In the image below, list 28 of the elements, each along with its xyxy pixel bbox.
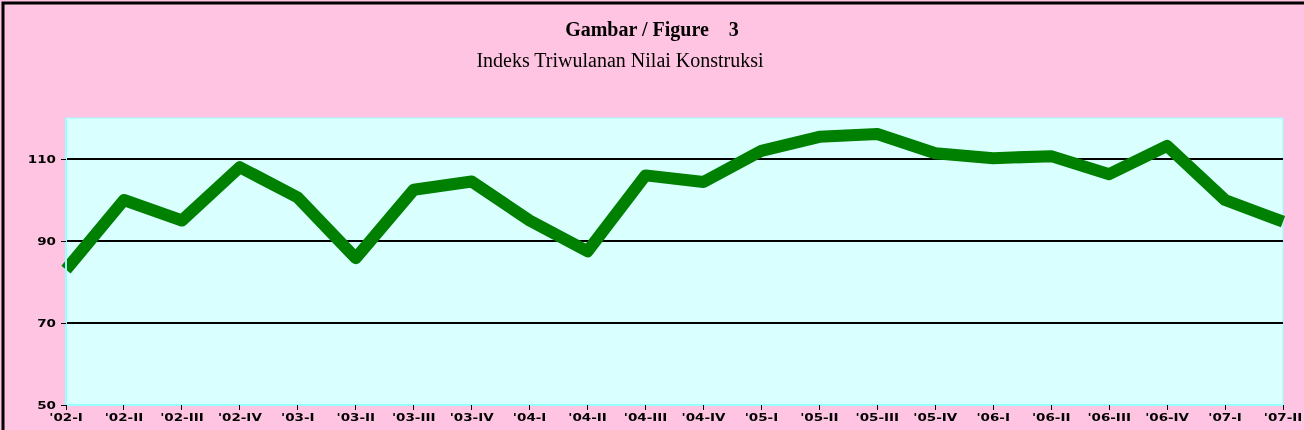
y-tick-label: 90: [37, 235, 56, 248]
x-tick-label: '03-I: [281, 411, 315, 424]
x-tick-label: '06-IV: [1145, 411, 1190, 424]
x-tick-label: '05-IV: [913, 411, 959, 424]
x-tick-label: '04-III: [623, 411, 668, 424]
x-tick-label: '03-IV: [449, 411, 495, 424]
x-tick-label: '04-II: [568, 411, 607, 424]
x-tick-label: '02-I: [49, 411, 83, 424]
x-tick-label: '03-II: [336, 411, 376, 424]
x-tick-label: '04-I: [512, 411, 547, 424]
x-tick-label: '05-II: [800, 411, 839, 424]
x-tick-label: '07-I: [1208, 411, 1242, 424]
x-tick-label: '03-III: [391, 411, 436, 424]
x-tick-label: '06-III: [1087, 411, 1131, 424]
chart-title: Gambar / Figure 3: [565, 18, 739, 41]
x-tick-label: '06-II: [1031, 411, 1071, 424]
x-tick-label: '06-I: [976, 411, 1010, 424]
chart-subtitle: Indeks Triwulanan Nilai Konstruksi: [476, 49, 765, 71]
x-tick-label: '04-IV: [681, 411, 727, 424]
x-tick-label: '02-III: [160, 411, 204, 424]
y-tick-label: 70: [37, 317, 56, 330]
x-tick-label: '05-I: [744, 411, 779, 424]
y-tick-label: 50: [37, 399, 56, 412]
x-tick-label: '02-II: [104, 411, 144, 424]
x-tick-label: '02-IV: [217, 411, 263, 424]
y-tick-label: 110: [27, 153, 56, 166]
x-tick-label: '07-II: [1263, 411, 1303, 424]
x-tick-label: '05-III: [855, 411, 900, 424]
